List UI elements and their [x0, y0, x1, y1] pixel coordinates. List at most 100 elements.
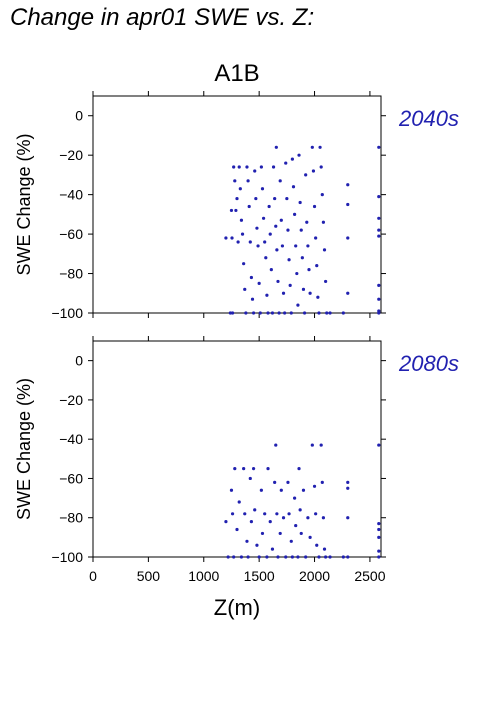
- data-point: [239, 218, 244, 222]
- data-point: [279, 218, 283, 222]
- data-point: [294, 523, 298, 528]
- data-point: [278, 531, 282, 536]
- data-point: [322, 248, 327, 252]
- data-point: [289, 539, 293, 543]
- data-point: [239, 555, 244, 559]
- data-point: [246, 555, 250, 559]
- data-point: [276, 555, 280, 559]
- data-point: [249, 520, 253, 524]
- data-point: [305, 220, 309, 224]
- panel-2040s: 0 −20 −40 −60 −80 −100 SWE Change (%) 2040s: [14, 91, 459, 321]
- data-point: [242, 467, 246, 471]
- data-point: [320, 193, 324, 197]
- data-point: [250, 297, 255, 301]
- data-point: [254, 196, 258, 201]
- data-point: [284, 555, 288, 559]
- data-point: [377, 195, 381, 199]
- data-point: [290, 157, 294, 161]
- data-point: [229, 208, 234, 213]
- data-point: [266, 467, 270, 471]
- data-point: [249, 275, 253, 280]
- data-point: [246, 179, 250, 183]
- data-point: [298, 508, 302, 512]
- data-point: [224, 236, 228, 240]
- data-point: [306, 516, 310, 520]
- data-point: [304, 555, 308, 559]
- data-point: [299, 531, 303, 536]
- data-point: [321, 516, 325, 520]
- data-point: [245, 539, 249, 543]
- data-point: [287, 512, 291, 516]
- page-title: Change in apr01 SWE vs. Z:: [10, 4, 315, 31]
- y-axis-title: SWE Change (%): [14, 133, 34, 275]
- data-point: [293, 496, 297, 500]
- data-point: [235, 527, 239, 532]
- x-tick-label: 1500: [244, 568, 275, 584]
- data-point: [328, 555, 332, 559]
- data-point: [237, 165, 241, 169]
- data-point: [238, 187, 242, 191]
- data-point: [252, 311, 256, 315]
- data-point: [276, 279, 280, 284]
- data-point: [377, 145, 381, 149]
- y-tick-label: 0: [75, 108, 83, 124]
- plot-frame: [92, 95, 382, 314]
- data-point: [242, 262, 246, 266]
- data-point: [286, 480, 290, 484]
- data-point: [259, 165, 263, 169]
- y-tick-label: −20: [59, 392, 83, 408]
- data-point: [253, 508, 257, 512]
- data-point: [252, 467, 256, 471]
- data-point: [243, 512, 247, 516]
- data-point: [237, 500, 241, 504]
- data-point: [269, 268, 273, 272]
- data-point: [228, 311, 232, 315]
- data-point: [234, 208, 238, 213]
- data-point: [277, 311, 281, 315]
- y-tick-label: −80: [59, 266, 83, 282]
- data-point: [260, 531, 265, 536]
- data-point: [346, 486, 350, 490]
- y-tick-label: −40: [59, 431, 83, 447]
- data-point: [265, 293, 269, 297]
- data-point: [341, 555, 345, 559]
- data-point: [286, 228, 290, 232]
- data-point: [244, 311, 248, 315]
- data-point: [318, 145, 322, 149]
- data-point: [255, 226, 259, 230]
- data-point: [341, 311, 345, 315]
- data-point: [346, 516, 350, 520]
- data-point: [233, 467, 237, 471]
- data-point: [377, 297, 381, 301]
- data-point: [311, 169, 316, 173]
- x-axis-title: Z(m): [214, 595, 260, 620]
- data-point: [281, 516, 286, 520]
- data-point: [274, 224, 278, 228]
- data-point: [317, 555, 321, 559]
- data-point: [275, 248, 279, 252]
- data-point: [297, 153, 301, 157]
- data-point: [233, 179, 237, 183]
- y-tick-label: 0: [75, 353, 83, 369]
- data-point: [294, 244, 298, 248]
- data-point: [301, 488, 306, 492]
- data-point: [298, 200, 302, 205]
- period-label: 2080s: [398, 351, 459, 376]
- data-point: [281, 291, 286, 295]
- data-point: [274, 145, 278, 149]
- data-point: [312, 204, 317, 209]
- x-tick-label: 500: [137, 568, 161, 584]
- data-point: [324, 279, 328, 284]
- data-point: [243, 287, 247, 291]
- data-point: [255, 543, 259, 547]
- data-point: [273, 480, 277, 484]
- data-point: [315, 543, 319, 547]
- data-point: [377, 228, 381, 232]
- data-point: [288, 283, 292, 287]
- data-point: [346, 480, 350, 484]
- scenario-label: A1B: [214, 60, 259, 87]
- data-point: [263, 512, 267, 516]
- y-tick-label: −60: [59, 470, 83, 486]
- data-point: [256, 244, 260, 248]
- data-point: [257, 281, 261, 286]
